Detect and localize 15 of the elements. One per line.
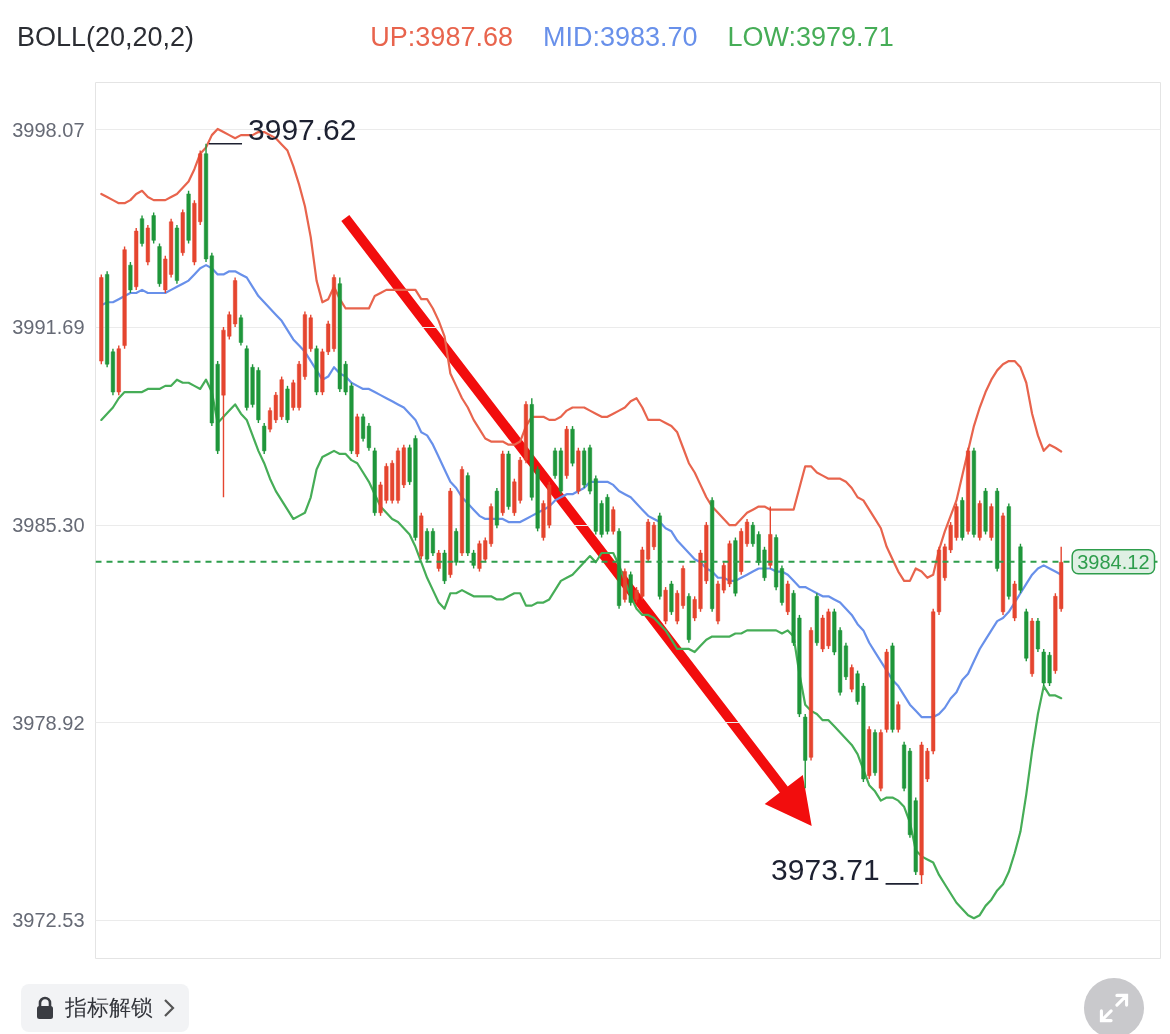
y-tick-label: 3991.69 bbox=[12, 316, 85, 339]
y-tick-label: 3985.30 bbox=[12, 514, 85, 537]
legend: UP:3987.68 MID:3983.70 LOW:3979.71 bbox=[370, 18, 894, 57]
line-series bbox=[100, 378, 1063, 920]
chart-title: BOLL(20,20,2) bbox=[17, 21, 195, 54]
y-tick-label: 3972.53 bbox=[12, 909, 85, 932]
ref-line-label: 3984.12 bbox=[1077, 550, 1150, 573]
candlestick bbox=[849, 663, 854, 693]
y-tick-label: 3978.92 bbox=[12, 711, 85, 734]
annotation: 3997.62 bbox=[248, 112, 357, 146]
candlestick bbox=[436, 549, 441, 573]
candlestick bbox=[611, 505, 616, 536]
text: 指标解锁 bbox=[65, 994, 153, 1023]
annotation: 3973.71 bbox=[771, 852, 880, 886]
y-tick-label: 3998.07 bbox=[12, 118, 85, 141]
